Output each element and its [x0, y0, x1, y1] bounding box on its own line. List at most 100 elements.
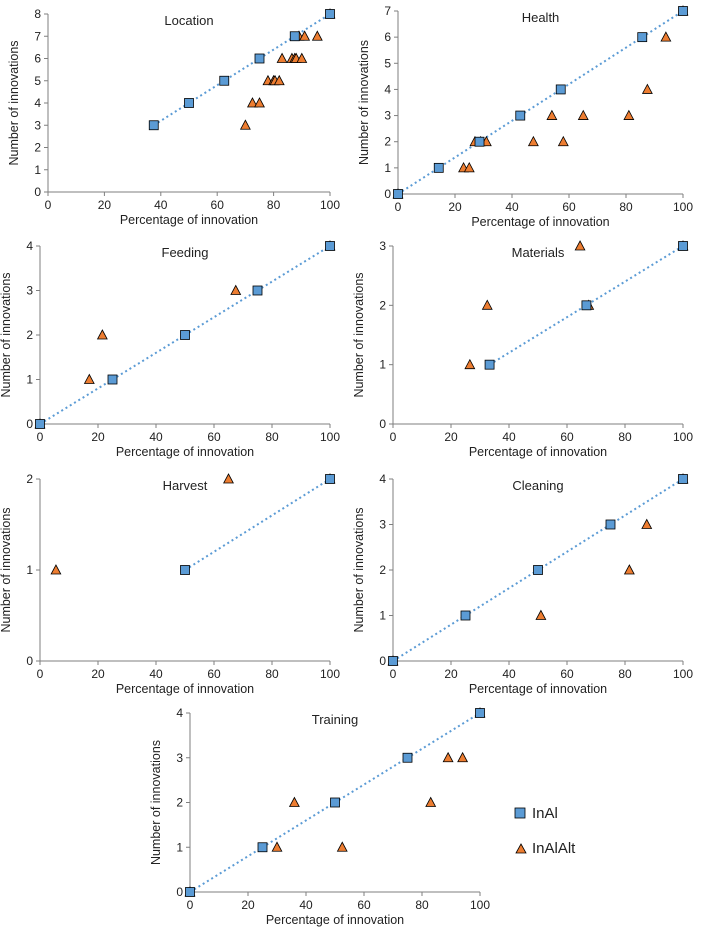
y-tick-label: 2 [379, 298, 386, 312]
inal-point [637, 32, 648, 43]
inalalt-point [296, 52, 308, 63]
y-tick-label: 0 [379, 417, 386, 431]
chart-title: Feeding [162, 245, 209, 260]
y-tick-label: 2 [26, 472, 33, 486]
chart-title: Training [312, 712, 358, 727]
x-tick-label: 100 [673, 430, 693, 444]
inalalt-point [83, 373, 95, 384]
x-tick-label: 60 [562, 200, 576, 214]
inalalt-point [641, 518, 653, 529]
x-tick-label: 100 [320, 430, 340, 444]
inal-point [388, 656, 398, 666]
inal-point [325, 474, 335, 484]
x-tick-label: 20 [448, 200, 462, 214]
x-tick-label: 80 [618, 667, 632, 681]
y-tick-label: 6 [384, 30, 391, 44]
inalalt-point [276, 52, 288, 63]
x-tick-label: 100 [673, 667, 693, 681]
inalalt-point [481, 299, 493, 310]
panel-materials: 0 20 40 60 80 100 0 1 2 3 Materials Percentage of i… [352, 239, 693, 459]
inalalt-point [271, 841, 283, 852]
inal-point [330, 797, 340, 808]
chart-title: Materials [512, 245, 565, 260]
x-tick-label: 20 [98, 198, 112, 212]
panel-feeding: 0 20 40 60 80 100 0 1 2 3 4 Feeding Percentage of in… [0, 239, 340, 459]
inalalt-point [273, 74, 285, 86]
x-tick-label: 80 [619, 200, 633, 214]
inalalt-point [311, 30, 323, 41]
y-axis-label: Number of innovations [149, 740, 163, 865]
x-tick-label: 40 [154, 198, 168, 212]
x-tick-label: 80 [265, 430, 279, 444]
inalalt-point [535, 609, 547, 620]
inal-point [515, 110, 526, 121]
inal-point [148, 120, 159, 131]
inal-point [678, 6, 688, 16]
x-tick-label: 100 [320, 667, 340, 681]
inal-point [678, 474, 688, 484]
x-tick-label: 40 [502, 667, 516, 681]
y-tick-label: 4 [176, 706, 183, 720]
inalalt-point [239, 119, 251, 130]
y-tick-label: 4 [26, 239, 33, 253]
y-tick-label: 4 [34, 96, 41, 110]
x-axis-label: Percentage of innovation [266, 913, 404, 927]
y-tick-label: 0 [34, 185, 41, 199]
panel-training: 0 20 40 60 80 100 0 1 2 3 4 Training Percentage of i… [149, 706, 490, 927]
inalalt-point [463, 162, 475, 173]
x-tick-label: 40 [149, 430, 163, 444]
inal-point [35, 419, 45, 429]
inalalt-point [623, 564, 635, 575]
x-tick-label: 0 [37, 667, 44, 681]
inalalt-point [336, 841, 348, 852]
inalalt-point [299, 30, 311, 41]
y-tick-label: 2 [34, 141, 41, 155]
panel-location: 0 20 40 60 80 100 0 1 2 3 4 5 6 7 8 Location Percentage … [7, 7, 340, 227]
inalalt-point [574, 240, 586, 251]
inal-point [107, 374, 118, 385]
inalalt-point [623, 109, 635, 120]
y-tick-label: 7 [384, 4, 391, 18]
inal-point [252, 285, 263, 296]
inal-point [180, 565, 190, 575]
panel-cleaning: 0 20 40 60 80 100 0 1 2 3 4 Cleaning Percentage of i… [352, 472, 693, 696]
inal-point [184, 98, 194, 108]
x-axis-label: Percentage of innovation [469, 682, 607, 696]
inal-point [325, 9, 335, 19]
panel-health: 0 20 40 60 80 100 0 1 2 3 4 5 6 7 Health Percentage of … [357, 4, 693, 229]
y-tick-label: 2 [176, 796, 183, 810]
x-axis-label: Percentage of innovation [116, 445, 254, 459]
inalalt-point [641, 83, 653, 94]
x-tick-label: 60 [207, 430, 221, 444]
x-tick-label: 60 [207, 667, 221, 681]
inalalt-point [457, 751, 469, 763]
y-tick-label: 1 [379, 358, 386, 372]
y-axis-label: Number of innovations [0, 272, 13, 397]
inal-point [185, 887, 195, 897]
y-tick-label: 0 [384, 187, 391, 201]
y-tick-label: 2 [26, 328, 33, 342]
x-axis-label: Percentage of innovation [116, 682, 254, 696]
x-tick-label: 100 [470, 898, 490, 912]
y-tick-label: 0 [26, 417, 33, 431]
y-axis-label: Number of innovations [352, 507, 366, 632]
chart-title: Location [164, 13, 213, 28]
x-tick-label: 0 [390, 430, 397, 444]
inalalt-point [425, 796, 437, 807]
y-tick-label: 8 [34, 7, 41, 21]
inal-point [325, 241, 335, 251]
inal-point [605, 519, 616, 530]
y-tick-label: 1 [384, 161, 391, 175]
chart-title: Cleaning [512, 478, 563, 493]
y-axis-label: Number of innovations [7, 40, 21, 165]
y-tick-label: 1 [379, 609, 386, 623]
y-tick-label: 2 [384, 135, 391, 149]
y-tick-label: 0 [26, 654, 33, 668]
inal-point [555, 84, 566, 95]
trend-line [397, 10, 684, 195]
trend-line [153, 13, 331, 127]
inalalt-point [50, 564, 62, 575]
x-tick-label: 80 [265, 667, 279, 681]
